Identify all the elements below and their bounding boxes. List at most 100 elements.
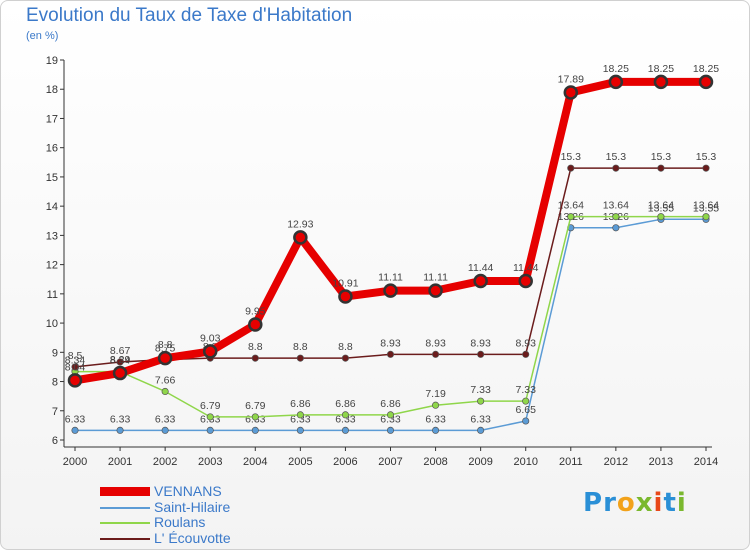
data-point [608, 74, 624, 90]
data-label: 8.8 [158, 339, 173, 351]
data-label: 8.8 [248, 341, 263, 353]
data-label: 10.91 [332, 277, 358, 289]
data-point [251, 354, 259, 362]
data-label: 9.95 [245, 306, 266, 318]
data-point [432, 350, 440, 358]
x-tick-label: 2012 [604, 456, 628, 468]
data-point [296, 411, 304, 419]
data-label: 8.93 [515, 337, 536, 349]
data-label: 13.55 [693, 202, 719, 214]
data-point [206, 413, 214, 421]
logo-letter: r [603, 488, 617, 518]
data-label: 6.79 [245, 400, 266, 412]
data-label: 6.33 [335, 413, 356, 425]
data-point [71, 426, 79, 434]
data-point [251, 426, 259, 434]
data-point [341, 426, 349, 434]
legend-swatch [100, 522, 150, 524]
y-tick-label: 9 [52, 347, 58, 359]
data-point [657, 164, 665, 172]
data-label: 8.04 [65, 361, 86, 373]
data-point [161, 387, 169, 396]
data-point [522, 350, 530, 358]
y-tick-label: 16 [46, 143, 58, 155]
data-point [293, 230, 308, 245]
y-tick-label: 8 [52, 377, 58, 389]
logo-letter: P [583, 488, 604, 518]
data-point [518, 273, 533, 289]
data-label: 6.33 [470, 413, 491, 425]
data-point [296, 426, 304, 434]
data-point [386, 426, 395, 434]
data-point [428, 283, 443, 298]
y-tick-label: 7 [52, 406, 58, 418]
data-label: 6.33 [425, 413, 446, 425]
data-label: 15.3 [561, 151, 582, 163]
data-point [386, 350, 395, 358]
y-tick-label: 10 [46, 318, 58, 330]
data-label: 6.33 [155, 413, 176, 425]
x-tick-label: 2010 [513, 456, 537, 468]
x-tick-label: 2001 [108, 456, 132, 468]
y-tick-label: 6 [52, 435, 58, 447]
data-label: 8.93 [425, 337, 446, 349]
data-label: 6.33 [290, 413, 311, 425]
y-tick-label: 13 [46, 230, 58, 242]
legend-label: Saint-Hilaire [154, 498, 231, 515]
chart-title: Evolution du Taux de Taxe d'Habitation [26, 5, 353, 26]
x-tick-label: 2004 [243, 456, 267, 468]
data-label: 8.93 [380, 337, 401, 349]
data-label: 11.11 [378, 272, 403, 284]
legend-label: VENNANS [154, 483, 222, 499]
data-label: 18.25 [648, 63, 674, 75]
data-point [522, 397, 530, 405]
y-tick-label: 18 [46, 84, 58, 96]
data-point [71, 363, 79, 371]
legend-swatch [100, 537, 150, 540]
data-label: 6.65 [515, 404, 536, 416]
x-tick-label: 2003 [198, 456, 222, 468]
y-tick-label: 14 [46, 201, 58, 213]
data-point [612, 213, 620, 221]
data-label: 7.66 [155, 374, 176, 386]
x-tick-label: 2000 [63, 456, 87, 468]
data-label: 6.33 [65, 413, 86, 425]
data-point [432, 401, 440, 409]
data-label: 11.44 [513, 262, 539, 274]
proxiti-logo: Proxiti [583, 488, 687, 518]
legend-swatch [100, 506, 150, 509]
legend-swatch [100, 487, 150, 496]
data-label: 18.25 [693, 63, 719, 75]
data-point [296, 354, 304, 362]
data-label: 13.64 [558, 200, 584, 212]
data-point [206, 426, 214, 434]
data-point [653, 74, 669, 90]
data-point [702, 164, 710, 172]
data-label: 15.3 [606, 151, 627, 163]
data-point [341, 354, 349, 362]
data-label: 8.8 [293, 341, 308, 353]
data-point [386, 411, 395, 419]
x-tick-label: 2008 [423, 456, 447, 468]
data-label: 8.8 [338, 341, 353, 353]
data-point [612, 164, 620, 172]
data-label: 7.33 [470, 384, 491, 396]
data-label: 7.33 [515, 384, 536, 396]
data-point [477, 397, 485, 405]
data-point [657, 213, 665, 221]
data-label: 8.93 [470, 337, 491, 349]
data-label: 6.79 [200, 400, 221, 412]
data-label: 9.03 [200, 332, 221, 344]
data-label: 15.3 [696, 151, 717, 163]
data-point [473, 273, 488, 289]
data-point [116, 426, 124, 434]
data-point [702, 213, 710, 221]
logo-letter: o [616, 488, 636, 518]
chart-subtitle: (en %) [26, 30, 59, 42]
data-point [383, 283, 398, 298]
series-line [71, 77, 710, 385]
x-tick-label: 2013 [649, 456, 673, 468]
data-label: 8.5 [68, 350, 83, 362]
